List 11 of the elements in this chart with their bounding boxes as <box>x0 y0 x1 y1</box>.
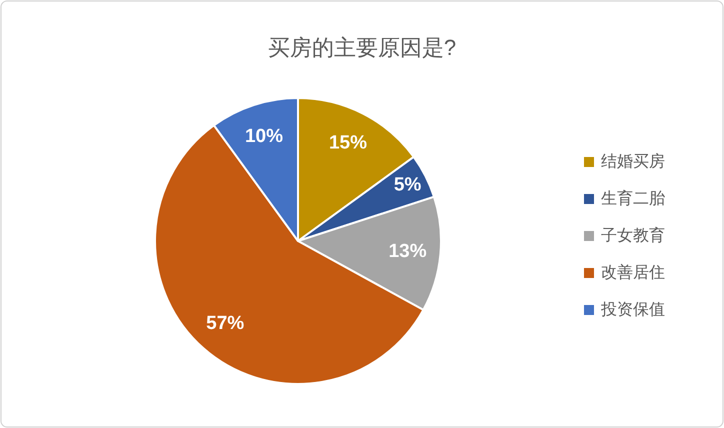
data-label: 10% <box>244 126 284 147</box>
legend-label: 改善居住 <box>601 264 665 282</box>
legend-label: 结婚买房 <box>601 152 665 170</box>
data-label: 15% <box>328 132 368 154</box>
chart-title: 买房的主要原因是? <box>268 35 456 60</box>
data-label: 13% <box>388 240 427 262</box>
legend-label: 投资保值 <box>600 300 665 318</box>
data-label: 5% <box>394 174 422 196</box>
legend-label: 子女教育 <box>601 226 665 244</box>
legend-label: 生育二胎 <box>601 190 665 208</box>
data-label: 57% <box>206 313 244 334</box>
